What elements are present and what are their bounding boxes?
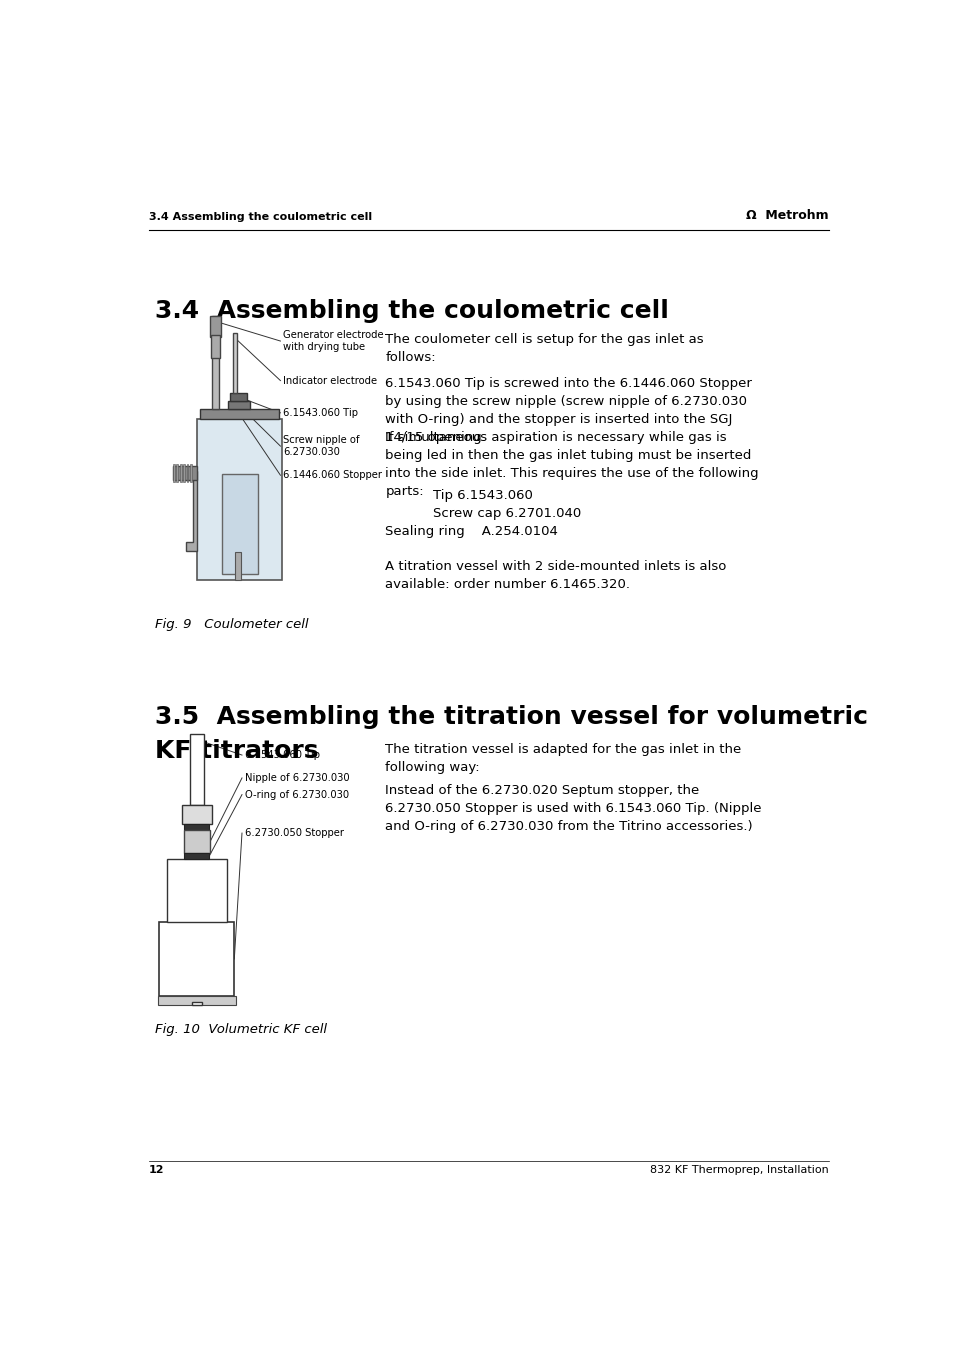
- Text: KF titrators: KF titrators: [154, 739, 318, 763]
- Text: The titration vessel is adapted for the gas inlet in the
following way:: The titration vessel is adapted for the …: [385, 743, 740, 774]
- Bar: [211, 335, 219, 358]
- Text: Tip 6.1543.060
Screw cap 6.2701.040: Tip 6.1543.060 Screw cap 6.2701.040: [433, 489, 581, 520]
- Bar: [172, 466, 196, 481]
- Bar: [222, 474, 258, 574]
- Text: Ω  Metrohm: Ω Metrohm: [745, 209, 828, 223]
- Text: 6.1543.060 Tip is screwed into the 6.1446.060 Stopper
by using the screw nipple : 6.1543.060 Tip is screwed into the 6.144…: [385, 377, 752, 444]
- Text: 12: 12: [149, 1165, 164, 1175]
- Text: 6.1543.060 Tip: 6.1543.060 Tip: [245, 750, 319, 761]
- Bar: [233, 332, 237, 393]
- Text: Generator electrode
with drying tube: Generator electrode with drying tube: [283, 330, 384, 351]
- Bar: [192, 1001, 202, 1005]
- Text: Screw nipple of
6.2730.030: Screw nipple of 6.2730.030: [283, 435, 359, 457]
- Bar: [180, 465, 181, 482]
- Bar: [182, 805, 212, 824]
- Text: O-ring of 6.2730.030: O-ring of 6.2730.030: [245, 789, 349, 800]
- Text: 3.4  Assembling the coulometric cell: 3.4 Assembling the coulometric cell: [154, 300, 668, 323]
- Bar: [212, 316, 218, 409]
- Text: If simultaneous aspiration is necessary while gas is
being led in then the gas i: If simultaneous aspiration is necessary …: [385, 431, 759, 497]
- Text: 3.4 Assembling the coulometric cell: 3.4 Assembling the coulometric cell: [149, 212, 372, 223]
- Text: A titration vessel with 2 side-mounted inlets is also
available: order number 6.: A titration vessel with 2 side-mounted i…: [385, 559, 726, 590]
- Text: Sealing ring    A.254.0104: Sealing ring A.254.0104: [385, 526, 558, 538]
- Text: Instead of the 6.2730.020 Septum stopper, the
6.2730.050 Stopper is used with 6.: Instead of the 6.2730.020 Septum stopper…: [385, 784, 761, 834]
- Text: The coulometer cell is setup for the gas inlet as
follows:: The coulometer cell is setup for the gas…: [385, 332, 703, 363]
- Bar: [234, 553, 241, 581]
- Bar: [200, 409, 278, 419]
- Bar: [230, 393, 247, 400]
- Text: 6.1446.060 Stopper: 6.1446.060 Stopper: [283, 470, 382, 480]
- Bar: [190, 734, 203, 805]
- Text: 3.5  Assembling the titration vessel for volumetric: 3.5 Assembling the titration vessel for …: [154, 705, 867, 730]
- Bar: [187, 465, 188, 482]
- Text: 832 KF Thermoprep, Installation: 832 KF Thermoprep, Installation: [650, 1165, 828, 1175]
- Bar: [176, 465, 178, 482]
- Bar: [196, 419, 281, 581]
- Bar: [190, 465, 192, 482]
- Bar: [172, 465, 174, 482]
- Bar: [210, 316, 221, 336]
- Text: Nipple of 6.2730.030: Nipple of 6.2730.030: [245, 773, 349, 784]
- Text: Fig. 9   Coulometer cell: Fig. 9 Coulometer cell: [154, 617, 308, 631]
- Polygon shape: [186, 470, 196, 551]
- Text: 6.1543.060 Tip: 6.1543.060 Tip: [283, 408, 358, 417]
- Bar: [183, 465, 185, 482]
- Bar: [184, 852, 209, 859]
- Bar: [159, 921, 234, 997]
- Bar: [183, 830, 210, 852]
- Bar: [157, 997, 236, 1005]
- Text: Indicator electrode: Indicator electrode: [283, 376, 377, 385]
- Text: 6.2730.050 Stopper: 6.2730.050 Stopper: [245, 828, 344, 838]
- Bar: [167, 859, 227, 921]
- Bar: [228, 400, 250, 409]
- Text: Fig. 10  Volumetric KF cell: Fig. 10 Volumetric KF cell: [154, 1024, 326, 1036]
- Bar: [184, 824, 209, 830]
